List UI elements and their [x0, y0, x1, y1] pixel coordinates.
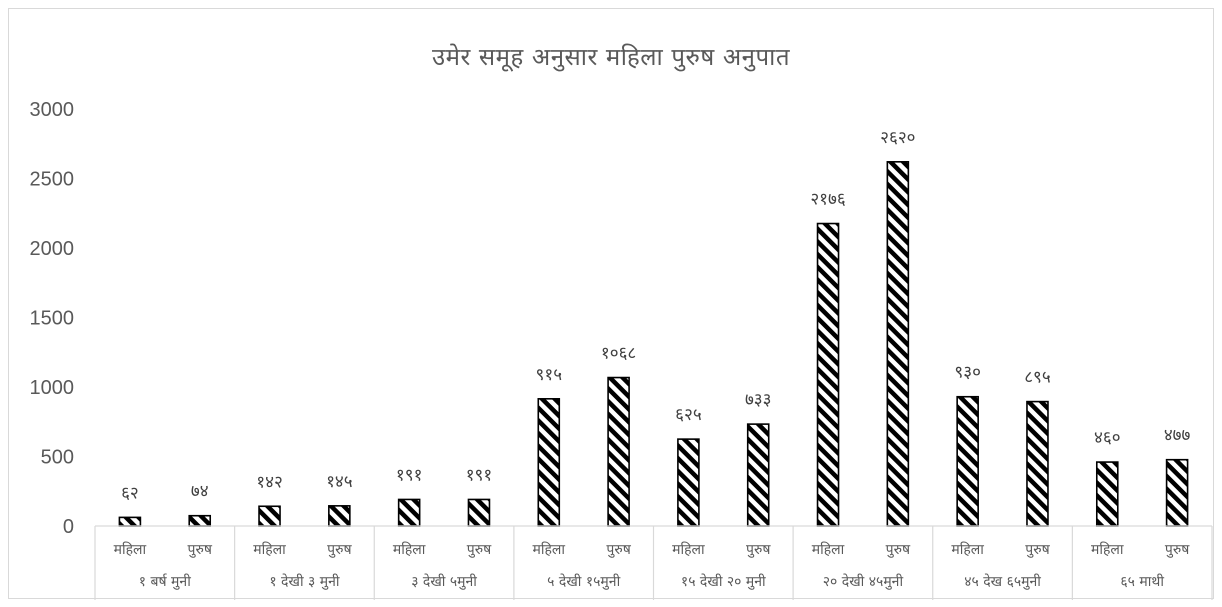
y-tick-label: 1000: [30, 377, 75, 399]
x-category-label: पुरुष: [1025, 542, 1050, 558]
x-group-label: १५ देखी २० मुनी: [681, 573, 766, 590]
x-group-label: ५ देखी १५मुनी: [547, 573, 620, 590]
y-tick-label: 2000: [30, 238, 75, 260]
bar: [328, 505, 351, 527]
x-category-label: पुरुष: [188, 542, 213, 558]
x-category-label: महिला: [951, 541, 984, 558]
bar: [956, 395, 979, 527]
x-group-label: १ देखी ३ मुनी: [269, 573, 340, 590]
data-label: ९१५: [536, 365, 563, 385]
data-label: ४७७: [1164, 426, 1191, 446]
bar: [188, 514, 212, 527]
x-group-label: ६५ माथी: [1120, 573, 1164, 590]
x-category-label: महिला: [533, 541, 566, 558]
bar: [746, 423, 770, 527]
data-label: ४६०: [1094, 428, 1121, 448]
bar: [537, 398, 561, 527]
data-label: १४२: [256, 472, 283, 492]
y-tick-label: 0: [63, 516, 74, 538]
y-tick-label: 1500: [30, 308, 75, 330]
x-category-label: पुरुष: [467, 542, 492, 558]
x-category-label: महिला: [672, 541, 705, 558]
bar: [607, 376, 630, 527]
x-group-label: ३ देखी ५मुनी: [411, 573, 477, 590]
data-label: २१७६: [810, 190, 846, 210]
y-tick-label: 500: [41, 447, 74, 469]
x-group-label: ४५ देख ६५मुनी: [964, 573, 1041, 590]
bar: [1095, 461, 1119, 527]
bar: [886, 161, 910, 527]
data-label: ८९५: [1024, 368, 1051, 388]
data-label: ६२: [121, 483, 139, 503]
data-label: ७४: [191, 482, 209, 502]
x-category-label: महिला: [393, 541, 426, 558]
bar: [1026, 400, 1049, 527]
y-tick-label: 2500: [30, 169, 75, 191]
data-label: १९१: [396, 465, 423, 485]
x-category-label: महिला: [1091, 541, 1124, 558]
x-category-label: महिला: [812, 541, 845, 558]
data-label: १९१: [466, 465, 493, 485]
x-category-label: पुरुष: [327, 542, 352, 558]
data-label: २६२०: [880, 128, 915, 148]
x-group-label: १ बर्ष मुनी: [139, 573, 191, 590]
bar: [1165, 458, 1189, 527]
data-label: १४५: [326, 472, 353, 492]
chart-title: उमेर समूह अनुसार महिला पुरुष अनुपात: [431, 43, 791, 71]
bar: [677, 438, 700, 527]
data-label: १०६८: [601, 344, 636, 364]
bar: [467, 498, 491, 527]
bar: [816, 222, 840, 527]
x-category-label: महिला: [253, 541, 286, 558]
x-category-label: पुरुष: [1165, 542, 1190, 558]
x-category-label: पुरुष: [606, 542, 631, 558]
data-label: ६२५: [675, 405, 702, 425]
x-category-label: पुरुष: [886, 542, 911, 558]
x-group-label: २० देखी ४५मुनी: [823, 573, 904, 590]
y-tick-label: 3000: [30, 99, 75, 121]
data-label: ७३३: [745, 390, 772, 410]
x-category-label: महिला: [114, 541, 147, 558]
data-label: ९३०: [954, 363, 981, 383]
bar: [397, 498, 421, 527]
x-category-label: पुरुष: [746, 542, 771, 558]
bar: [258, 505, 281, 527]
bar: [118, 516, 142, 527]
